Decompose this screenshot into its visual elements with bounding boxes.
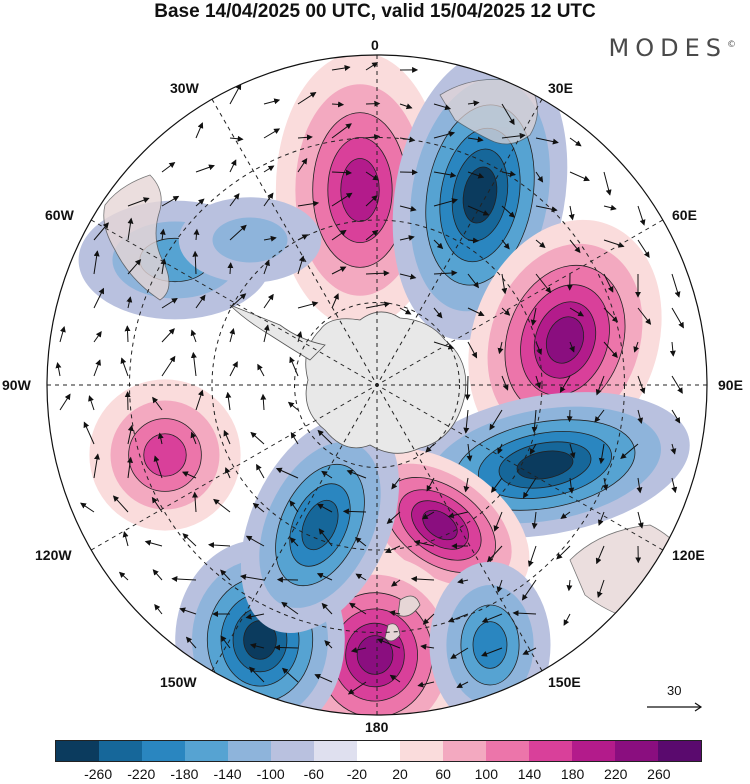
colorbar-swatch-8 (400, 741, 443, 761)
colorbar-tick-label: 220 (604, 766, 627, 782)
colorbar-tick-label: 140 (518, 766, 541, 782)
negative-anomaly-contour (213, 218, 288, 263)
polar-map (0, 0, 750, 735)
colorbar-swatch-11 (529, 741, 572, 761)
lon-label-30e: 30E (548, 80, 573, 96)
lon-label-150e: 150E (548, 674, 581, 690)
positive-anomaly-contour (341, 159, 380, 222)
colorbar-tick-label: 20 (392, 766, 408, 782)
reference-vector: 30 (643, 683, 703, 723)
colorbar-tick-label: -100 (257, 766, 285, 782)
colorbar-swatch-9 (443, 741, 486, 761)
colorbar-swatch-3 (185, 741, 228, 761)
wind-vector-arrow (230, 263, 231, 274)
map-disc (40, 36, 720, 735)
lon-label-150w: 150W (160, 674, 197, 690)
colorbar (55, 740, 702, 762)
wind-vector-arrow (344, 511, 366, 512)
colorbar-swatch-2 (142, 741, 185, 761)
reference-arrow-icon (643, 683, 703, 723)
wind-vector-arrow (275, 647, 298, 648)
colorbar-swatch-14 (658, 741, 701, 761)
lon-label-60e: 60E (672, 207, 697, 223)
colorbar-swatch-7 (357, 741, 400, 761)
lon-label-0: 0 (371, 37, 379, 53)
wind-vector-arrow (332, 104, 343, 105)
colorbar-swatch-12 (572, 741, 615, 761)
colorbar-ticks: -260 -220 -180 -140 -100 -60 -20 20 60 100 140 180 2… (0, 766, 750, 784)
lon-label-90e: 90E (718, 377, 743, 393)
colorbar-tick-label: 260 (647, 766, 670, 782)
colorbar-tick-label: 180 (561, 766, 584, 782)
negative-anomaly-contour (473, 622, 507, 669)
colorbar-tick-label: 100 (475, 766, 498, 782)
lon-label-30w: 30W (170, 80, 199, 96)
colorbar-tick-label: -140 (214, 766, 242, 782)
wind-vector-arrow (570, 410, 571, 421)
lon-label-120w: 120W (35, 547, 72, 563)
lon-label-180: 180 (365, 719, 388, 735)
colorbar-swatch-10 (486, 741, 529, 761)
wind-vector-arrow (127, 326, 128, 342)
colorbar-tick-label: -20 (347, 766, 367, 782)
colorbar-swatch-5 (271, 741, 314, 761)
colorbar-swatch-0 (56, 741, 99, 761)
colorbar-tick-label: -60 (304, 766, 324, 782)
colorbar-tick-label: 60 (435, 766, 451, 782)
colorbar-tick-label: -260 (84, 766, 112, 782)
colorbar-swatch-13 (615, 741, 658, 761)
colorbar-swatch-4 (228, 741, 271, 761)
lon-label-60w: 60W (45, 207, 74, 223)
colorbar-tick-label: -180 (170, 766, 198, 782)
positive-anomaly-contour (357, 636, 393, 675)
wind-vector-arrow (467, 376, 468, 400)
colorbar-tick-label: -220 (127, 766, 155, 782)
colorbar-swatch-1 (99, 741, 142, 761)
colorbar-swatch-6 (314, 741, 357, 761)
lon-label-120e: 120E (672, 547, 705, 563)
positive-anomaly-contour (144, 434, 187, 477)
lon-label-90w: 90W (2, 377, 31, 393)
